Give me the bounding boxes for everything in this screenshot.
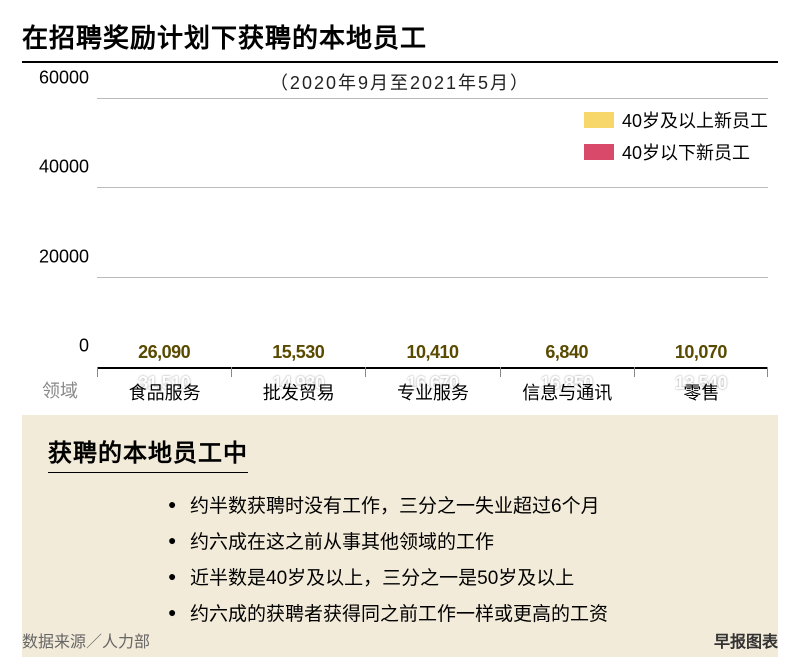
- x-label: 食品服务: [97, 373, 231, 409]
- subtitle: （2020年9月至2021年5月）: [22, 69, 778, 95]
- bar-value-over40: 10,410: [396, 342, 470, 363]
- container: 在招聘奖励计划下获聘的本地员工 （2020年9月至2021年5月） 40岁及以上…: [0, 0, 800, 660]
- y-tick: 60000: [19, 68, 89, 89]
- gridline: [97, 98, 768, 99]
- info-heading: 获聘的本地员工中: [48, 433, 248, 473]
- bars: 31,51026,09014,93015,53016,67010,41016,8…: [97, 99, 768, 367]
- domain-label: 领域: [42, 377, 78, 403]
- info-list: 约半数获聘时没有工作，三分之一失业超过6个月约六成在这之前从事其他领域的工作近半…: [48, 489, 752, 633]
- info-box: 获聘的本地员工中 约半数获聘时没有工作，三分之一失业超过6个月约六成在这之前从事…: [22, 415, 778, 657]
- bar-slot: 14,93015,530: [231, 99, 365, 367]
- plot: 31,51026,09014,93015,53016,67010,41016,8…: [97, 99, 768, 369]
- y-tick: 40000: [19, 157, 89, 178]
- gridline: [97, 187, 768, 188]
- bar-slot: 16,67010,410: [365, 99, 499, 367]
- info-bullet: 约半数获聘时没有工作，三分之一失业超过6个月: [168, 489, 752, 525]
- bar-value-over40: 26,090: [127, 342, 201, 363]
- bar-value-over40: 6,840: [530, 342, 604, 363]
- gridline: [97, 277, 768, 278]
- info-bullet: 近半数是40岁及以上，三分之一是50岁及以上: [168, 561, 752, 597]
- x-label: 批发贸易: [231, 373, 365, 409]
- footer-source: 数据来源／人力部: [22, 628, 150, 652]
- footer: 数据来源／人力部 早报图表: [22, 628, 778, 652]
- bar-value-over40: 10,070: [664, 342, 738, 363]
- bar-slot: 16,8506,840: [500, 99, 634, 367]
- main-title: 在招聘奖励计划下获聘的本地员工: [22, 18, 778, 55]
- footer-credit: 早报图表: [714, 628, 778, 652]
- y-tick: 0: [19, 336, 89, 357]
- bar-slot: 31,51026,090: [97, 99, 231, 367]
- bar-value-over40: 15,530: [261, 342, 335, 363]
- x-label: 信息与通讯: [500, 373, 634, 409]
- x-label: 专业服务: [365, 373, 499, 409]
- x-axis-labels: 食品服务批发贸易专业服务信息与通讯零售: [97, 373, 768, 409]
- info-bullet: 约六成在这之前从事其他领域的工作: [168, 525, 752, 561]
- x-label: 零售: [634, 373, 768, 409]
- chart-area: 40岁及以上新员工 40岁以下新员工 31,51026,09014,93015,…: [22, 99, 778, 409]
- title-row: 在招聘奖励计划下获聘的本地员工: [22, 18, 778, 63]
- bar-slot: 13,54010,070: [634, 99, 768, 367]
- y-tick: 20000: [19, 246, 89, 267]
